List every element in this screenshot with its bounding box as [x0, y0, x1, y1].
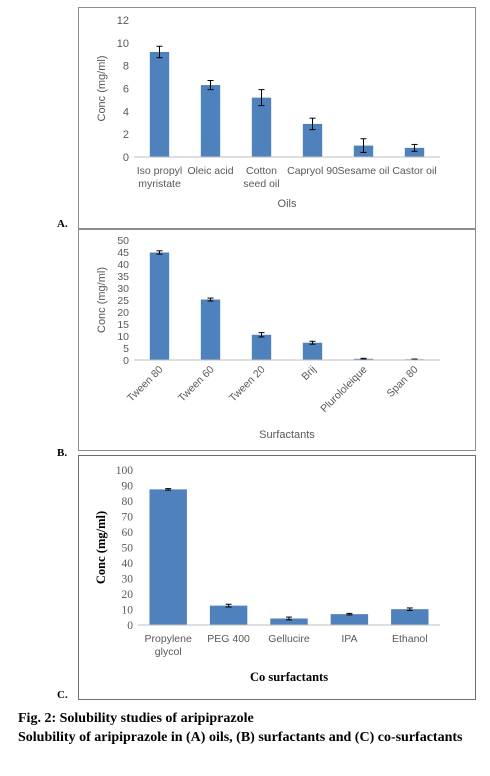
y-axis-title: Conc (mg/ml)	[96, 55, 108, 121]
panel-label-a: A.	[57, 218, 68, 230]
bar	[200, 85, 221, 157]
x-tick-label: Sesame oil	[338, 165, 390, 177]
bar	[302, 123, 323, 157]
bar	[330, 614, 369, 625]
x-tick-label: Iso propyl myristate	[137, 165, 183, 190]
x-tick-label: Brij	[299, 364, 318, 383]
x-tick-label: Tween 60	[176, 364, 217, 405]
x-axis-title: Oils	[278, 198, 297, 210]
bar	[302, 342, 323, 360]
y-tick-label: 25	[117, 295, 129, 307]
y-tick-label: 6	[123, 84, 129, 96]
y-tick-label: 60	[122, 527, 134, 539]
x-axis-title: Surfactants	[259, 429, 315, 441]
y-tick-label: 10	[117, 331, 129, 343]
y-tick-label: 20	[117, 307, 129, 319]
bar	[251, 97, 272, 157]
figure-caption: Solubility of aripiprazole in (A) oils, …	[18, 730, 463, 745]
bar	[270, 618, 308, 625]
chart-a-svg: 0 2 4 6 8 10 12 Iso propyl myristate Oleic acid Co…	[96, 15, 440, 210]
x-axis-title: Co surfactants	[250, 670, 328, 684]
chart-b-frame	[78, 229, 476, 451]
y-tick-label: 8	[123, 61, 129, 73]
chart-a-frame	[78, 7, 476, 229]
x-tick-label: IPA	[341, 633, 357, 645]
bar	[200, 299, 221, 360]
bar	[149, 252, 170, 360]
x-tick-label: Capryol 90	[287, 165, 338, 177]
y-tick-label: 0	[123, 152, 129, 164]
y-tick-label: 20	[122, 589, 134, 601]
x-tick-label: Oleic acid	[187, 165, 233, 177]
y-tick-label: 4	[123, 106, 129, 118]
chart-c-svg: 0 10 20 30 40 50 60 70 80 90 100 Propylene glycol PEG…	[94, 465, 440, 684]
bar	[251, 334, 272, 360]
bar	[149, 51, 170, 157]
x-tick-label: Tween 20	[227, 364, 268, 405]
bar	[209, 605, 248, 625]
y-tick-label: 10	[117, 38, 129, 50]
y-tick-label: 40	[117, 259, 129, 271]
y-tick-label: 40	[122, 558, 134, 570]
y-tick-label: 70	[122, 512, 134, 524]
y-axis-title: Conc (mg/ml)	[96, 267, 108, 333]
y-tick-label: 15	[117, 319, 129, 331]
y-tick-label: 100	[116, 465, 134, 477]
y-tick-label: 50	[122, 543, 134, 555]
x-tick-label: Propylene glycol	[145, 633, 192, 658]
chart-c-frame	[78, 455, 476, 700]
y-tick-label: 50	[117, 235, 129, 247]
y-axis-title: Conc (mg/ml)	[94, 511, 108, 584]
y-tick-label: 45	[117, 247, 129, 259]
bar	[391, 609, 429, 625]
y-tick-label: 90	[122, 481, 134, 493]
bar	[149, 489, 187, 625]
x-tick-label: Tween 80	[125, 364, 166, 405]
y-tick-label: 0	[123, 355, 129, 367]
x-tick-label: Cotton seed oil	[243, 165, 279, 190]
x-tick-label: Ethanol	[392, 633, 428, 645]
y-tick-label: 5	[123, 343, 129, 355]
bar	[404, 147, 425, 157]
x-tick-label: Gellucire	[268, 633, 310, 645]
y-tick-label: 35	[117, 271, 129, 283]
x-tick-label: Castor oil	[392, 165, 436, 177]
panel-label-c: C.	[57, 689, 68, 701]
x-tick-label: PEG 400	[207, 633, 250, 645]
y-tick-label: 10	[122, 605, 134, 617]
y-tick-label: 80	[122, 496, 134, 508]
figure-title: Fig. 2: Solubility studies of aripiprazo…	[18, 711, 254, 726]
y-tick-label: 12	[117, 15, 129, 27]
x-tick-label: Span 80	[384, 364, 420, 400]
y-tick-label: 2	[123, 129, 129, 141]
x-tick-label: Plurololeique	[318, 364, 370, 416]
y-tick-label: 0	[127, 620, 133, 632]
panel-label-b: B.	[57, 447, 68, 459]
y-tick-label: 30	[122, 574, 134, 586]
y-tick-label: 30	[117, 283, 129, 295]
